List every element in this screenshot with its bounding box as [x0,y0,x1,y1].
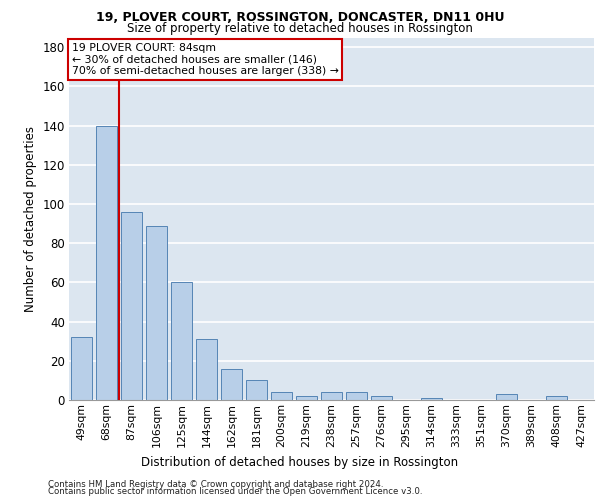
Bar [296,396,317,400]
Bar [246,380,267,400]
Text: Contains public sector information licensed under the Open Government Licence v3: Contains public sector information licen… [48,487,422,496]
Text: Size of property relative to detached houses in Rossington: Size of property relative to detached ho… [127,22,473,35]
Bar [196,340,217,400]
Bar [346,392,367,400]
Bar [171,282,192,400]
Text: 19 PLOVER COURT: 84sqm
← 30% of detached houses are smaller (146)
70% of semi-de: 19 PLOVER COURT: 84sqm ← 30% of detached… [71,43,338,76]
Bar [71,338,92,400]
Bar [271,392,292,400]
Bar [546,396,567,400]
Text: 19, PLOVER COURT, ROSSINGTON, DONCASTER, DN11 0HU: 19, PLOVER COURT, ROSSINGTON, DONCASTER,… [96,11,504,24]
Text: Contains HM Land Registry data © Crown copyright and database right 2024.: Contains HM Land Registry data © Crown c… [48,480,383,489]
Bar [321,392,342,400]
Bar [96,126,117,400]
Bar [221,368,242,400]
Y-axis label: Number of detached properties: Number of detached properties [24,126,37,312]
Bar [496,394,517,400]
Bar [121,212,142,400]
Bar [146,226,167,400]
Text: Distribution of detached houses by size in Rossington: Distribution of detached houses by size … [142,456,458,469]
Bar [421,398,442,400]
Bar [371,396,392,400]
